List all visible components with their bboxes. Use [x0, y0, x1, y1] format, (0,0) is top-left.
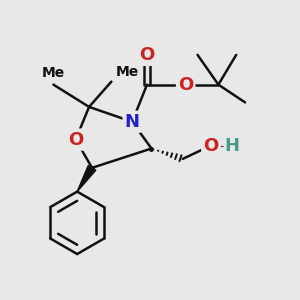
Text: Me: Me	[42, 66, 65, 80]
Text: O: O	[140, 46, 155, 64]
Text: Me: Me	[116, 65, 139, 79]
Text: N: N	[125, 113, 140, 131]
Text: H: H	[225, 136, 240, 154]
Text: O: O	[68, 130, 83, 148]
Polygon shape	[77, 166, 96, 192]
Text: O: O	[203, 136, 219, 154]
Text: O: O	[178, 76, 193, 94]
